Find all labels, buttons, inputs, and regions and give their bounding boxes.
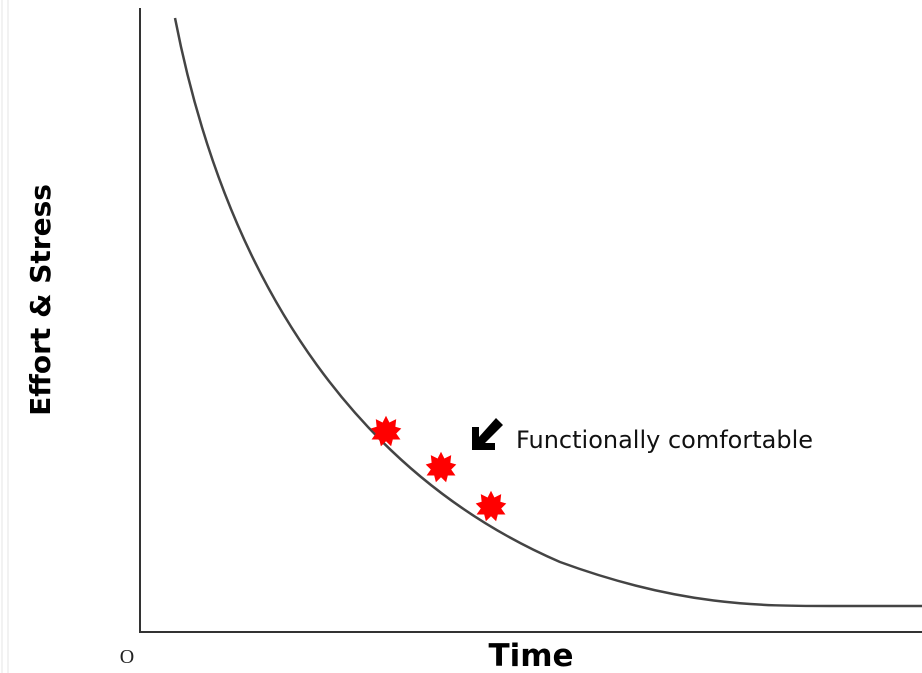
star-marker [425, 451, 457, 483]
x-axis-label: Time [488, 638, 573, 673]
origin-label: O [120, 646, 134, 668]
slide-border [1, 0, 9, 673]
annotation: Functionally comfortable [516, 426, 813, 454]
y-axis-label: Effort & Stress [24, 184, 57, 416]
arrow-icon [472, 418, 503, 450]
star-marker [370, 415, 402, 447]
curve [173, 17, 922, 608]
star-marker [475, 490, 507, 522]
